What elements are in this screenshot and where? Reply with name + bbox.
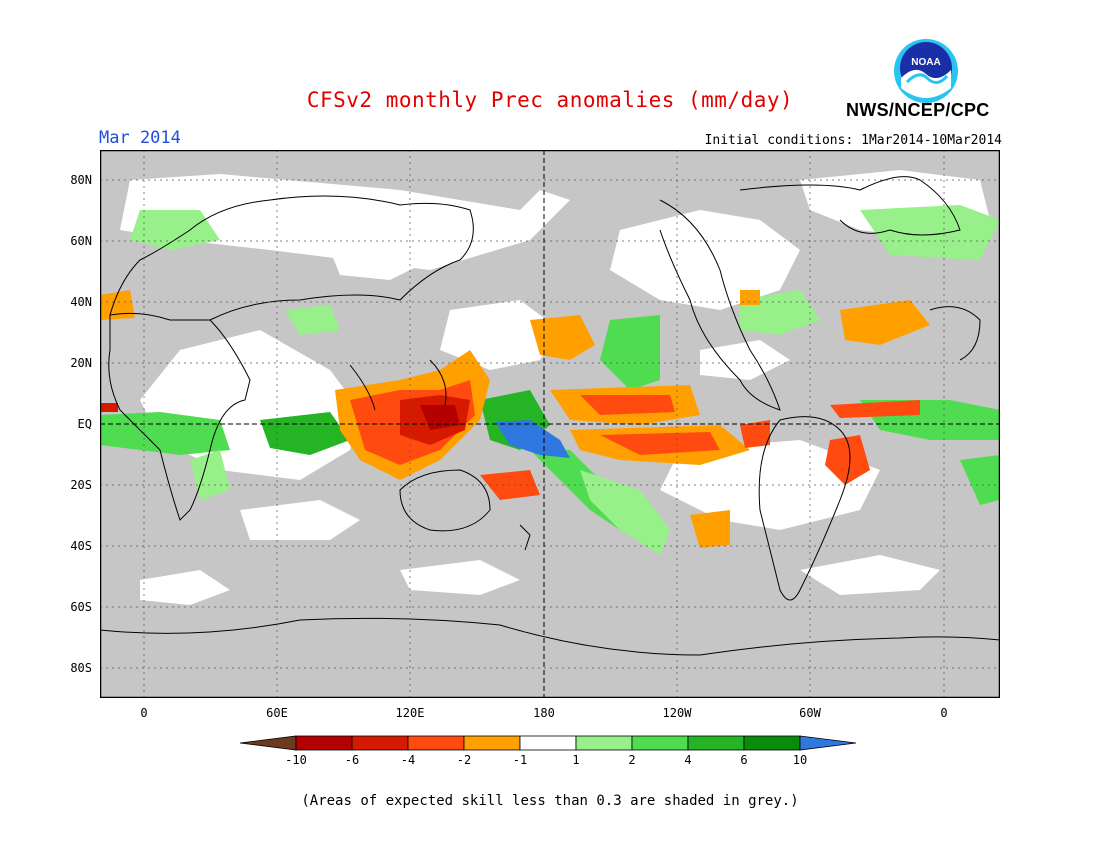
noaa-logo: NOAA: [894, 39, 958, 103]
colorbar-swatch: [351, 735, 409, 751]
colorbar-label: 1: [572, 753, 580, 767]
lat-grid: [100, 179, 1000, 669]
lat-label-40s: 40S: [70, 539, 92, 553]
colorbar-label: -2: [456, 753, 472, 767]
lon-label-120w: 120W: [662, 706, 692, 720]
lat-label-40n: 40N: [70, 295, 92, 309]
colorbar-label: -4: [400, 753, 416, 767]
precip-anomaly-map: [100, 150, 1000, 698]
colorbar-label: -1: [512, 753, 528, 767]
agency-label: NWS/NCEP/CPC: [846, 100, 990, 120]
lon-grid: [143, 150, 945, 698]
lat-label-60n: 60N: [70, 234, 92, 248]
colorbar-label: 10: [792, 753, 808, 767]
lat-label-80s: 80S: [70, 661, 92, 675]
strong-positive-area: [495, 420, 570, 458]
colorbar-swatch: [575, 735, 633, 751]
month-label: Mar 2014: [99, 128, 181, 148]
colorbar-swatch: [295, 735, 353, 751]
colorbar-swatch: [631, 735, 689, 751]
colorbar-label: 2: [628, 753, 636, 767]
lat-label-20s: 20S: [70, 478, 92, 492]
colorbar-label: 6: [740, 753, 748, 767]
colorbar: [240, 735, 857, 751]
initial-conditions: Initial conditions: 1Mar2014-10Mar2014: [704, 133, 1002, 148]
lon-label-0: 0: [140, 706, 148, 720]
skill-footnote: (Areas of expected skill less than 0.3 a…: [301, 793, 799, 809]
colorbar-label: -10: [285, 753, 307, 767]
colorbar-swatch: [687, 735, 745, 751]
lat-label-80n: 80N: [70, 173, 92, 187]
lon-label-60e: 60E: [266, 706, 288, 720]
lon-label-0-east: 0: [940, 706, 948, 720]
colorbar-swatch: [407, 735, 465, 751]
noaa-logo-text: NOAA: [911, 57, 940, 68]
lat-label-60s: 60S: [70, 600, 92, 614]
coastlines: [100, 176, 1000, 656]
lat-label-eq: EQ: [77, 417, 92, 431]
map-title: CFSv2 monthly Prec anomalies (mm/day): [306, 88, 794, 112]
colorbar-arrow-low: [240, 735, 297, 751]
colorbar-swatch: [519, 735, 577, 751]
colorbar-swatch: [463, 735, 521, 751]
colorbar-swatch: [743, 735, 801, 751]
lon-label-180: 180: [533, 706, 555, 720]
colorbar-arrow-high: [799, 735, 857, 751]
negative-anomaly-areas: [100, 290, 930, 548]
colorbar-label: 4: [684, 753, 692, 767]
lon-label-60w: 60W: [799, 706, 821, 720]
lat-label-20n: 20N: [70, 356, 92, 370]
colorbar-label: -6: [344, 753, 360, 767]
lon-label-120e: 120E: [395, 706, 425, 720]
